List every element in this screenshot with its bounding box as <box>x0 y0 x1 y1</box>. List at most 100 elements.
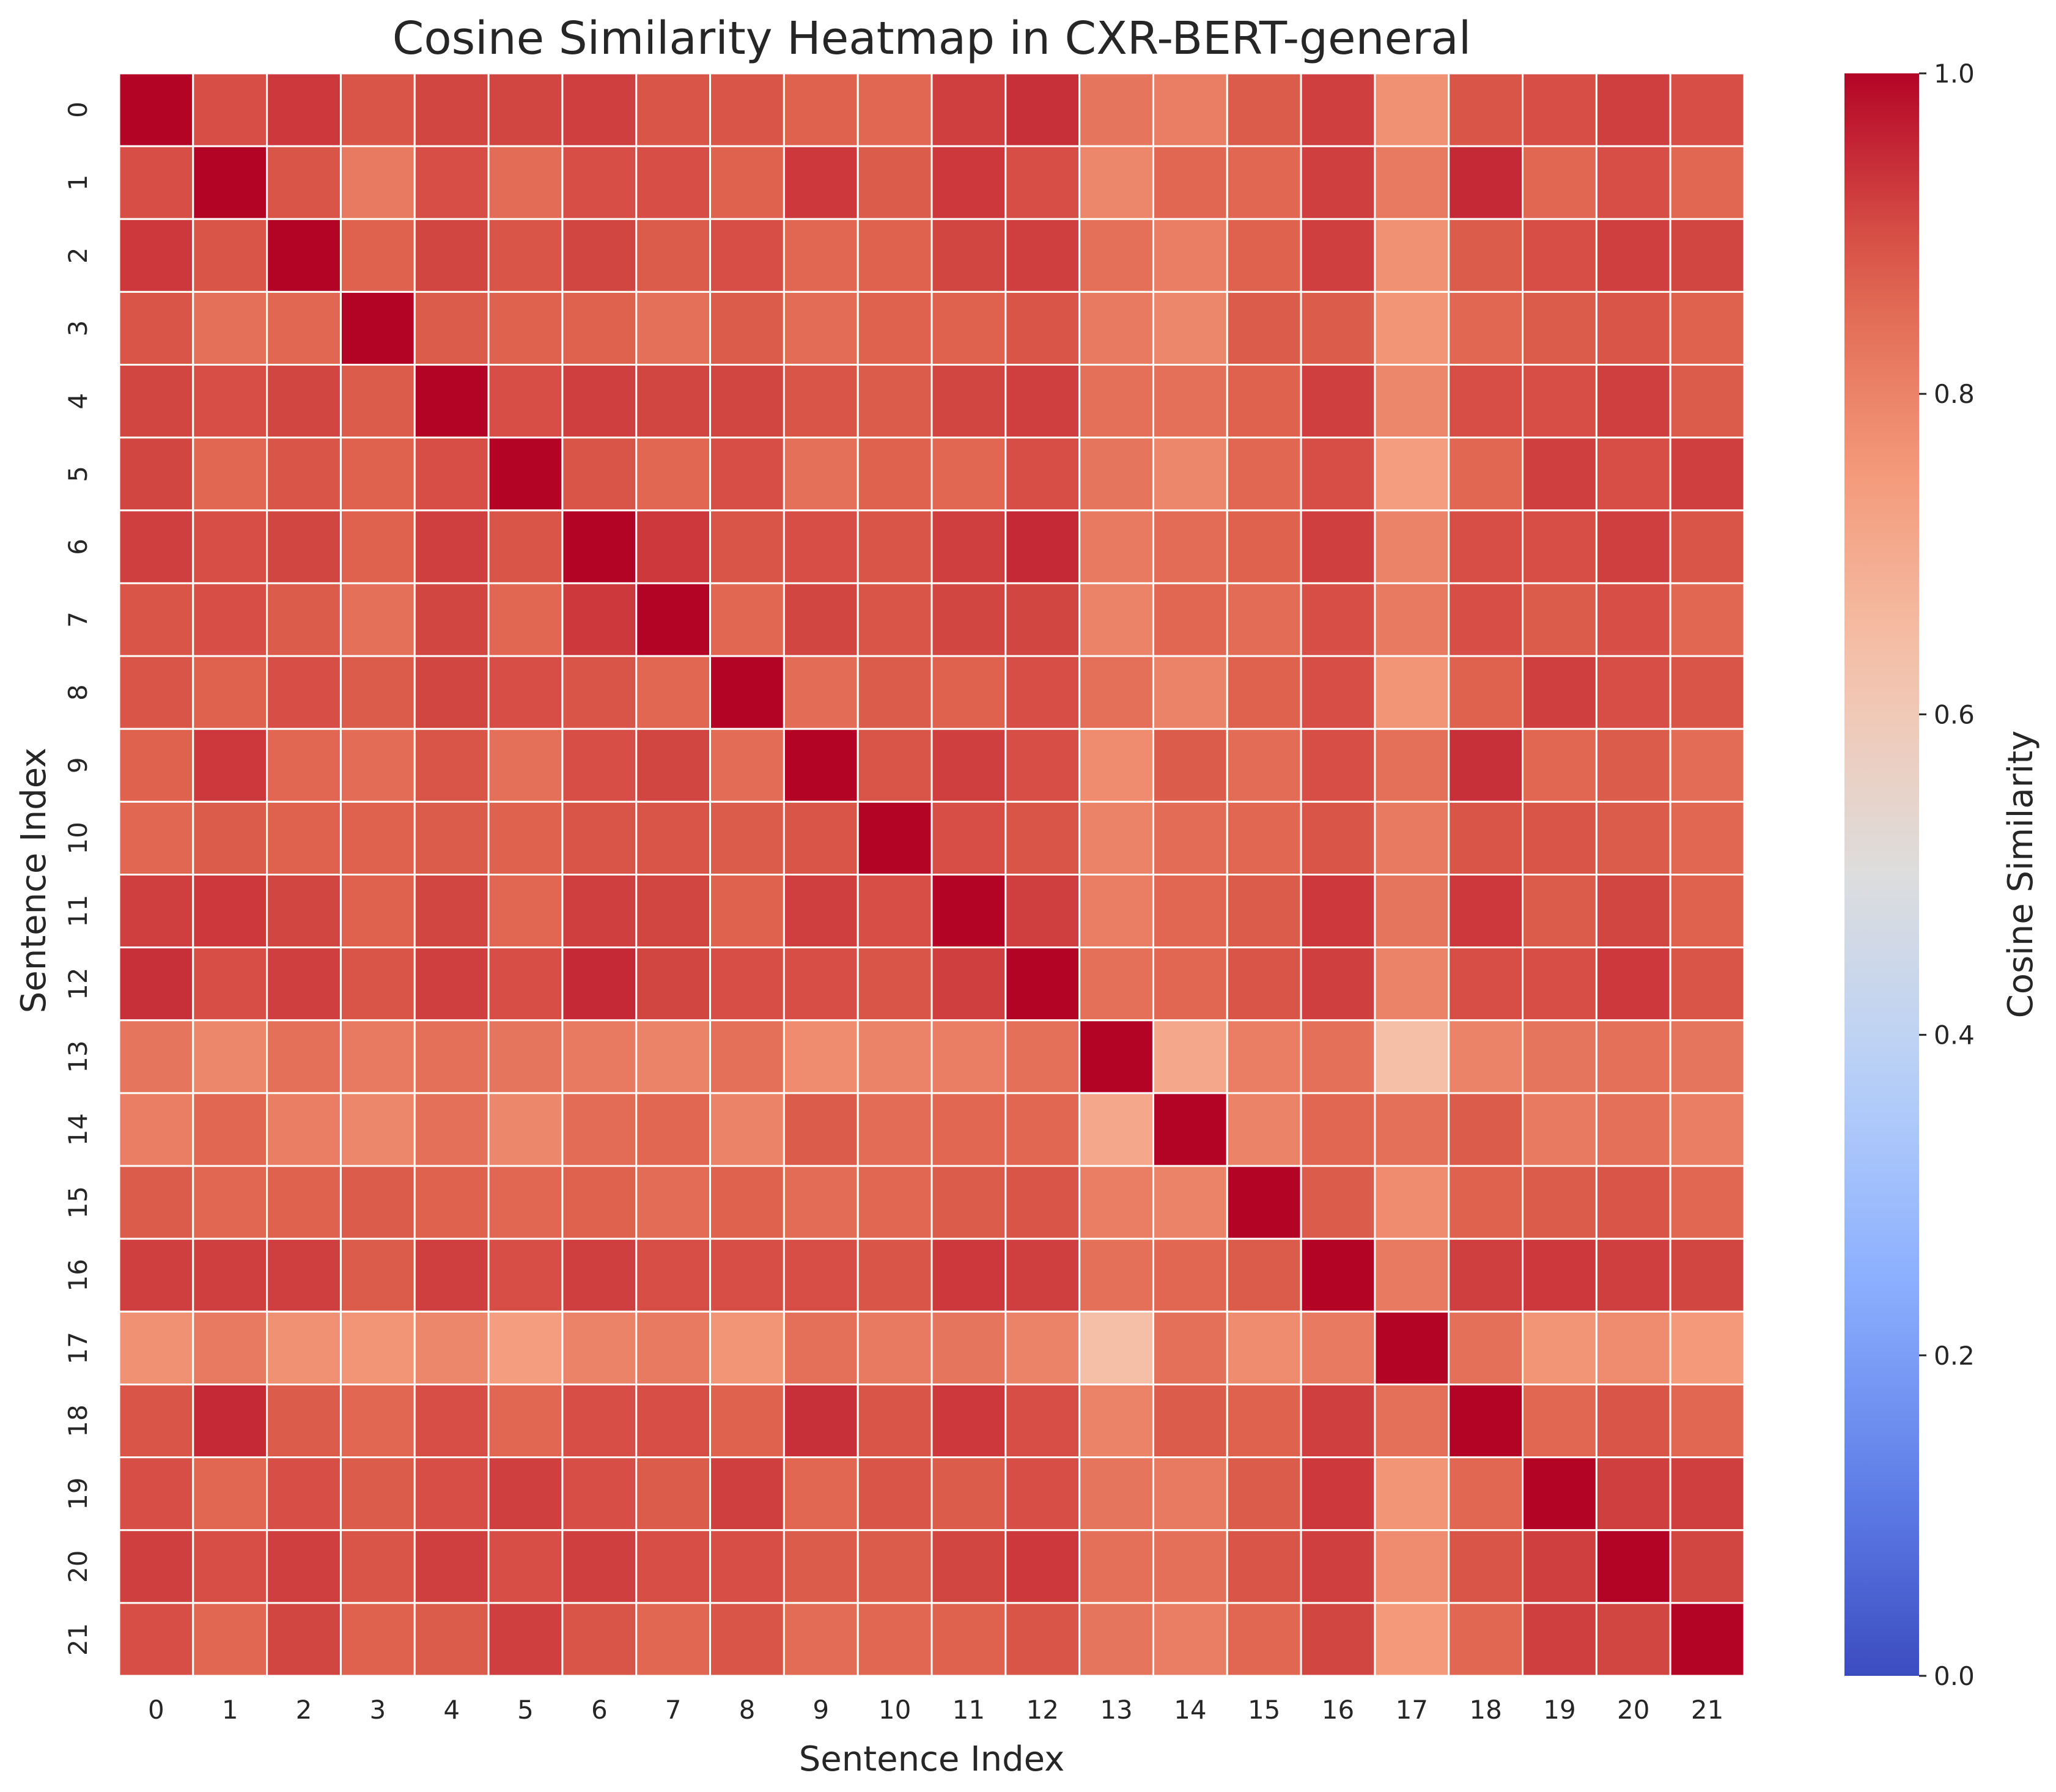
colorbar-label: Cosine Similarity <box>2001 731 2041 1019</box>
heatmap-cell-9-14 <box>1152 728 1228 803</box>
heatmap-cell-2-17 <box>1374 218 1450 293</box>
y-tick-label: 4 <box>63 393 93 410</box>
heatmap-cell-13-4 <box>413 1019 490 1094</box>
heatmap-cell-1-16 <box>1300 145 1376 220</box>
heatmap-cell-21-6 <box>561 1602 638 1677</box>
heatmap-cell-20-7 <box>635 1529 712 1604</box>
heatmap-cell-16-9 <box>783 1237 859 1313</box>
heatmap-cell-13-19 <box>1522 1019 1597 1094</box>
heatmap-cell-9-2 <box>266 728 342 803</box>
heatmap-cell-1-4 <box>413 145 490 220</box>
heatmap-cell-20-12 <box>1004 1529 1081 1604</box>
y-tick-label: 9 <box>63 757 93 773</box>
heatmap-cell-21-11 <box>930 1602 1007 1677</box>
heatmap-cell-8-20 <box>1595 655 1671 730</box>
heatmap-cell-11-17 <box>1374 874 1450 949</box>
colorbar-tick-label: 1.0 <box>1934 59 1975 89</box>
heatmap-cell-7-8 <box>709 582 785 657</box>
y-tick-label: 12 <box>63 967 93 1000</box>
heatmap-cell-15-20 <box>1595 1165 1671 1240</box>
heatmap-cell-4-3 <box>339 364 416 439</box>
heatmap-cell-7-13 <box>1078 582 1154 657</box>
heatmap-cell-4-6 <box>561 364 638 439</box>
y-tick-label: 2 <box>63 247 93 264</box>
heatmap-cell-4-16 <box>1300 364 1376 439</box>
heatmap-cell-10-2 <box>266 800 342 876</box>
heatmap-cell-3-9 <box>783 290 859 366</box>
heatmap-cell-12-20 <box>1595 946 1671 1022</box>
heatmap-cell-16-18 <box>1448 1237 1524 1313</box>
heatmap-cell-7-10 <box>857 582 933 657</box>
heatmap-cell-4-1 <box>192 364 268 439</box>
heatmap-cell-2-13 <box>1078 218 1154 293</box>
heatmap-cell-17-15 <box>1226 1310 1302 1385</box>
heatmap-cell-9-7 <box>635 728 712 803</box>
heatmap-cell-8-5 <box>487 655 564 730</box>
heatmap-cell-15-0 <box>118 1165 194 1240</box>
heatmap-cell-13-1 <box>192 1019 268 1094</box>
heatmap-cell-21-17 <box>1374 1602 1450 1677</box>
x-axis-ticks: 0 1 2 3 4 5 6 7 8 9 10 11 12 13 14 15 16 17 18 19 20 21 <box>148 1695 1723 1725</box>
heatmap-cell-20-8 <box>709 1529 785 1604</box>
heatmap-cell-20-9 <box>783 1529 859 1604</box>
heatmap-cell-2-11 <box>930 218 1007 293</box>
heatmap-cell-2-10 <box>857 218 933 293</box>
heatmap-cell-2-15 <box>1226 218 1302 293</box>
heatmap-cell-3-12 <box>1004 290 1081 366</box>
heatmap-cell-15-4 <box>413 1165 490 1240</box>
heatmap-cell-9-13 <box>1078 728 1154 803</box>
heatmap-cell-21-14 <box>1152 1602 1228 1677</box>
heatmap-cell-5-15 <box>1226 437 1302 512</box>
heatmap-cell-20-0 <box>118 1529 194 1604</box>
heatmap-cell-8-18 <box>1448 655 1524 730</box>
y-tick-label: 10 <box>63 822 93 854</box>
heatmap-cell-9-12 <box>1004 728 1081 803</box>
heatmap-cell-15-11 <box>930 1165 1007 1240</box>
heatmap-cell-3-13 <box>1078 290 1154 366</box>
heatmap-cell-12-12 <box>1004 946 1081 1022</box>
heatmap-cell-2-19 <box>1522 218 1597 293</box>
heatmap-cell-12-7 <box>635 946 712 1022</box>
heatmap-cell-6-14 <box>1152 509 1228 584</box>
heatmap-cell-9-5 <box>487 728 564 803</box>
heatmap-cell-20-16 <box>1300 1529 1376 1604</box>
heatmap-cell-1-12 <box>1004 145 1081 220</box>
heatmap-cell-3-14 <box>1152 290 1228 366</box>
heatmap-cell-7-3 <box>339 582 416 657</box>
heatmap-cell-6-5 <box>487 509 564 584</box>
heatmap-cell-18-15 <box>1226 1383 1302 1459</box>
heatmap-cell-10-15 <box>1226 800 1302 876</box>
heatmap-cell-0-18 <box>1448 72 1524 147</box>
heatmap-cell-18-4 <box>413 1383 490 1459</box>
heatmap-cell-16-11 <box>930 1237 1007 1313</box>
heatmap-cell-19-3 <box>339 1456 416 1532</box>
heatmap-cell-14-15 <box>1226 1092 1302 1167</box>
heatmap-cell-10-1 <box>192 800 268 876</box>
y-tick-label: 20 <box>63 1550 93 1583</box>
heatmap-cell-17-2 <box>266 1310 342 1385</box>
heatmap-cell-7-14 <box>1152 582 1228 657</box>
x-tick-label: 18 <box>1469 1695 1501 1725</box>
heatmap-cells <box>118 72 1745 1677</box>
heatmap-cell-6-11 <box>930 509 1007 584</box>
heatmap-cell-13-16 <box>1300 1019 1376 1094</box>
heatmap-cell-9-18 <box>1448 728 1524 803</box>
x-tick-label: 16 <box>1322 1695 1354 1725</box>
heatmap-cell-14-4 <box>413 1092 490 1167</box>
heatmap-cell-11-15 <box>1226 874 1302 949</box>
heatmap-cell-20-4 <box>413 1529 490 1604</box>
heatmap-cell-3-6 <box>561 290 638 366</box>
y-tick-label: 7 <box>63 611 93 628</box>
heatmap-cell-7-11 <box>930 582 1007 657</box>
heatmap-cell-14-5 <box>487 1092 564 1167</box>
heatmap-cell-5-16 <box>1300 437 1376 512</box>
heatmap-cell-0-1 <box>192 72 268 147</box>
heatmap-cell-0-7 <box>635 72 712 147</box>
heatmap-cell-14-2 <box>266 1092 342 1167</box>
colorbar-ticks: 0.0 0.2 0.4 0.6 0.8 1.0 <box>1919 59 1975 1691</box>
y-axis-label: Sentence Index <box>14 748 54 1014</box>
heatmap-cell-19-13 <box>1078 1456 1154 1532</box>
heatmap-cell-15-13 <box>1078 1165 1154 1240</box>
heatmap-cell-17-0 <box>118 1310 194 1385</box>
heatmap-cell-21-3 <box>339 1602 416 1677</box>
